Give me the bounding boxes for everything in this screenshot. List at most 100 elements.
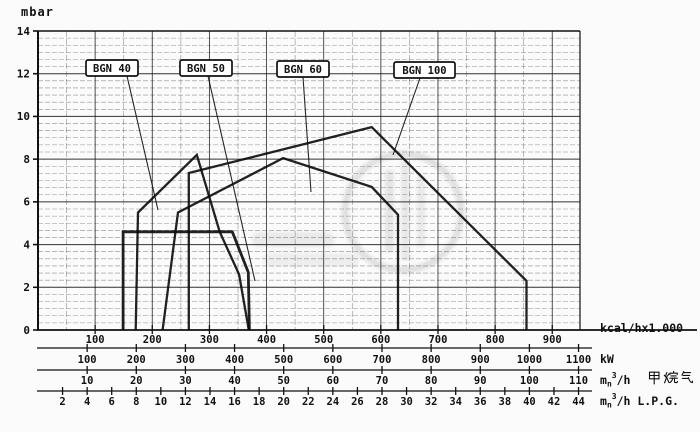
x-tick-label: 100 (86, 334, 105, 346)
cjk-stroke (665, 371, 668, 377)
x-tick-label: 14 (204, 396, 217, 408)
x-tick-label: 700 (372, 354, 391, 366)
series-outline-bgn-50 (134, 152, 250, 331)
watermark-bar (385, 170, 394, 252)
x-tick-label: 32 (425, 396, 438, 408)
x-axis-row-methane: 10 20 30 40 50 60 70 80 90 100 110 mn3/h (81, 366, 631, 389)
x-axis-unit-label: mn3/h (600, 371, 631, 389)
x-tick-label: 38 (499, 396, 512, 408)
series-label-text: BGN 40 (93, 63, 131, 75)
series-label-text: BGN 100 (402, 65, 446, 77)
x-tick-label: 1100 (566, 354, 591, 366)
methane-cjk-text (648, 370, 693, 385)
y-tick-label: 8 (23, 153, 30, 166)
x-tick-label: 20 (130, 375, 143, 387)
x-tick-label: 200 (143, 334, 162, 346)
y-tick-label: 2 (23, 281, 30, 294)
y-axis: 0 2 4 6 8 10 12 14 (17, 25, 38, 337)
x-tick-label: 18 (253, 396, 266, 408)
cjk-stroke (648, 371, 660, 380)
series-label-box (276, 60, 330, 78)
series-label-bgn-60: BGN 60 (276, 60, 330, 78)
y-tick-label: 4 (23, 238, 30, 251)
x-tick-label: 400 (257, 334, 276, 346)
series-label-box (393, 61, 456, 79)
series-label-bgn-40: BGN 40 (85, 59, 139, 77)
x-tick-label: 10 (81, 375, 94, 387)
y-tick-label: 12 (17, 68, 30, 81)
x-tick-label: 44 (572, 396, 585, 408)
watermark-bar (401, 162, 410, 260)
x-tick-label: 28 (376, 396, 389, 408)
x-tick-label: 36 (474, 396, 487, 408)
x-tick-label: 40 (523, 396, 536, 408)
x-tick-label: 6 (109, 396, 115, 408)
watermark-smudge (252, 232, 334, 247)
x-tick-label: 26 (351, 396, 364, 408)
x-tick-label: 20 (277, 396, 290, 408)
cjk-stroke (673, 377, 678, 384)
x-tick-label: 110 (569, 375, 588, 387)
series-label-bgn-100: BGN 100 (393, 61, 456, 79)
series-outline-bgn-100 (187, 125, 528, 330)
x-axis-unit-label: mn3/h L.P.G. (600, 392, 679, 410)
x-tick-label: 800 (422, 354, 441, 366)
x-tick-label: 34 (449, 396, 462, 408)
cjk-stroke (667, 373, 670, 377)
x-tick-label: 300 (200, 334, 219, 346)
x-tick-label: 60 (327, 375, 340, 387)
x-tick-label: 900 (543, 334, 562, 346)
x-axis-row-kcal: 100 200 300 400 500 600 700 800 900 kcal/hx1.000 (86, 321, 684, 346)
x-tick-label: 42 (548, 396, 561, 408)
watermark (252, 150, 465, 274)
x-tick-label: 500 (314, 334, 333, 346)
x-tick-label: 30 (400, 396, 413, 408)
y-tick-label: 10 (17, 110, 30, 123)
x-tick-label: 8 (133, 396, 139, 408)
x-tick-label: 12 (179, 396, 192, 408)
cjk-stroke (663, 374, 667, 378)
x-tick-label: 100 (520, 375, 539, 387)
x-axis-row-lpg: 2 4 6 8 10 12 14 16 18 20 22 24 26 28 30 32 34 36 38 40 42 44… (59, 387, 679, 410)
leader-line-bgn-40 (126, 75, 159, 211)
x-tick-label: 700 (428, 334, 447, 346)
x-tick-label: 300 (176, 354, 195, 366)
cjk-stroke (681, 370, 685, 376)
x-axis-unit-label: kW (600, 352, 614, 366)
x-axis-row-kw: 100 200 300 400 500 600 700 800 900 1000 1100 kW (78, 344, 614, 366)
series-label-box (179, 59, 233, 77)
plot-border (37, 30, 581, 330)
cjk-stroke (669, 377, 674, 384)
watermark-ring (341, 150, 465, 274)
x-axis-unit-label: kcal/hx1.000 (600, 321, 683, 335)
x-tick-label: 16 (228, 396, 241, 408)
series-outline-bgn-60 (161, 156, 400, 331)
x-tick-label: 40 (228, 375, 241, 387)
x-tick-label: 24 (327, 396, 340, 408)
x-tick-label: 1000 (517, 354, 542, 366)
series-label-text: BGN 60 (284, 64, 322, 76)
leader-line-bgn-60 (302, 76, 312, 193)
x-tick-label: 70 (376, 375, 389, 387)
x-tick-label: 80 (425, 375, 438, 387)
x-tick-label: 600 (371, 334, 390, 346)
x-tick-label: 400 (225, 354, 244, 366)
x-tick-label: 30 (179, 375, 192, 387)
x-axis-rows: 100 200 300 400 500 600 700 800 900 kcal/hx1.000 1… (37, 321, 697, 410)
plot-grid (38, 31, 580, 330)
x-tick-label: 4 (84, 396, 90, 408)
leader-line-bgn-50 (207, 75, 256, 282)
cjk-stroke (666, 376, 670, 384)
x-tick-label: 50 (277, 375, 290, 387)
x-tick-label: 10 (155, 396, 168, 408)
x-tick-label: 500 (274, 354, 293, 366)
x-tick-label: 22 (302, 396, 315, 408)
series-label-box (85, 59, 139, 77)
leader-line-bgn-100 (392, 77, 421, 156)
x-tick-label: 200 (127, 354, 146, 366)
y-axis-unit-label: mbar (21, 5, 54, 19)
series-label-bgn-50: BGN 50 (179, 59, 233, 77)
x-tick-label: 100 (78, 354, 97, 366)
